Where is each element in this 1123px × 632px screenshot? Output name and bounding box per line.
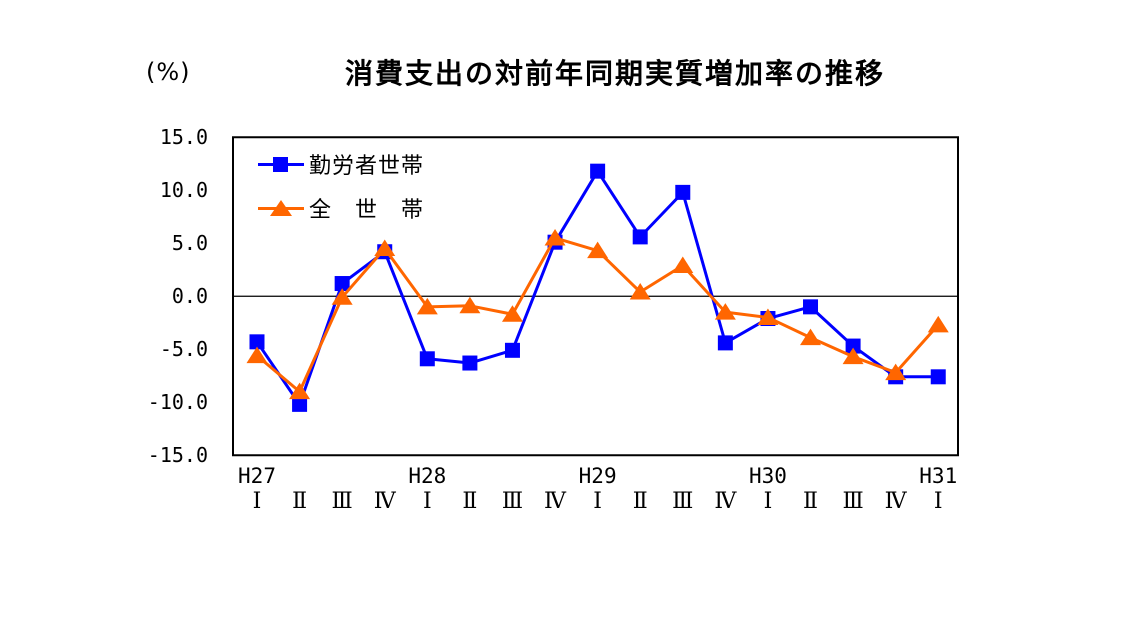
x-quarter-label: Ⅲ <box>672 489 694 514</box>
series-0-square-marker <box>632 229 648 245</box>
x-quarter-label: Ⅱ <box>462 489 478 514</box>
legend-label-worker-households: 勤労者世帯 <box>309 154 425 179</box>
legend-item-all-households: 全 世 帯 <box>258 195 425 223</box>
legend-line-sample <box>258 199 304 216</box>
series-0-square-marker <box>292 396 308 412</box>
series-0-square-marker <box>334 276 350 292</box>
series-1-triangle-marker <box>331 288 353 305</box>
x-year-label: H27 <box>238 464 276 488</box>
series-1-triangle-marker <box>587 241 609 259</box>
series-1-triangle-marker <box>374 239 396 257</box>
x-quarter-label: Ⅰ <box>252 489 262 514</box>
y-tick-label: -5.0 <box>159 337 208 362</box>
y-tick-label: 15.0 <box>159 125 208 150</box>
x-quarter-label: Ⅰ <box>763 489 773 514</box>
x-year-label: H29 <box>578 464 617 488</box>
x-quarter-label: Ⅱ <box>803 489 818 514</box>
y-axis-unit-label: (%) <box>146 58 191 86</box>
legend-line-sample <box>258 156 304 172</box>
x-quarter-label: Ⅱ <box>292 489 308 514</box>
chart-title: 消費支出の対前年同期実質増加率の推移 <box>344 57 886 90</box>
square-marker-icon <box>273 156 288 172</box>
x-quarter-label: Ⅳ <box>884 489 907 514</box>
x-year-label: H30 <box>748 464 787 488</box>
series-1-triangle-marker <box>416 297 438 315</box>
y-tick-label: 5.0 <box>171 231 208 256</box>
series-0-square-marker <box>930 369 946 385</box>
series-0-square-marker <box>845 338 861 354</box>
series-0-square-marker <box>419 351 435 367</box>
x-quarter-label: Ⅰ <box>593 489 602 514</box>
x-quarter-label: Ⅳ <box>544 489 567 514</box>
y-tick-label: -15.0 <box>147 443 208 468</box>
x-quarter-label: Ⅳ <box>714 489 737 514</box>
series-0-square-marker <box>462 355 478 371</box>
y-tick-label: -10.0 <box>147 390 208 415</box>
series-0-square-marker <box>504 342 520 358</box>
series-1-triangle-marker <box>629 283 651 300</box>
series-1-triangle-marker <box>289 382 311 400</box>
x-quarter-label: Ⅰ <box>933 489 943 514</box>
triangle-marker-icon <box>270 199 292 216</box>
series-1-triangle-marker <box>501 305 523 322</box>
x-year-label: H31 <box>919 464 958 488</box>
series-1-triangle-marker <box>544 228 566 246</box>
y-tick-label: 0.0 <box>171 284 208 309</box>
series-1-triangle-marker <box>459 296 481 314</box>
series-1-triangle-marker <box>842 347 864 365</box>
series-1-triangle-marker <box>714 303 736 320</box>
legend-item-worker-households: 勤労者世帯 <box>258 151 425 179</box>
series-1-triangle-marker <box>800 328 822 346</box>
series-0-square-marker <box>249 334 265 350</box>
x-quarter-label: Ⅲ <box>842 489 864 514</box>
series-0-square-marker <box>590 163 606 179</box>
series-1-triangle-marker <box>885 363 907 381</box>
y-tick-label: 10.0 <box>159 178 208 203</box>
series-1-triangle-marker <box>757 308 779 325</box>
x-quarter-label: Ⅰ <box>422 489 432 514</box>
x-quarter-label: Ⅲ <box>331 489 353 514</box>
series-1-triangle-marker <box>246 346 268 364</box>
x-quarter-label: Ⅳ <box>373 489 396 514</box>
x-year-label: H28 <box>408 464 447 488</box>
series-1-triangle-marker <box>927 315 949 333</box>
x-quarter-label: Ⅲ <box>501 489 524 514</box>
series-line-1 <box>256 236 940 394</box>
series-0-square-marker <box>717 335 733 351</box>
series-0-square-marker <box>675 184 691 200</box>
legend-label-all-households: 全 世 帯 <box>309 198 425 223</box>
x-quarter-label: Ⅱ <box>632 489 648 514</box>
series-1-triangle-marker <box>672 256 694 274</box>
series-0-square-marker <box>803 299 819 315</box>
